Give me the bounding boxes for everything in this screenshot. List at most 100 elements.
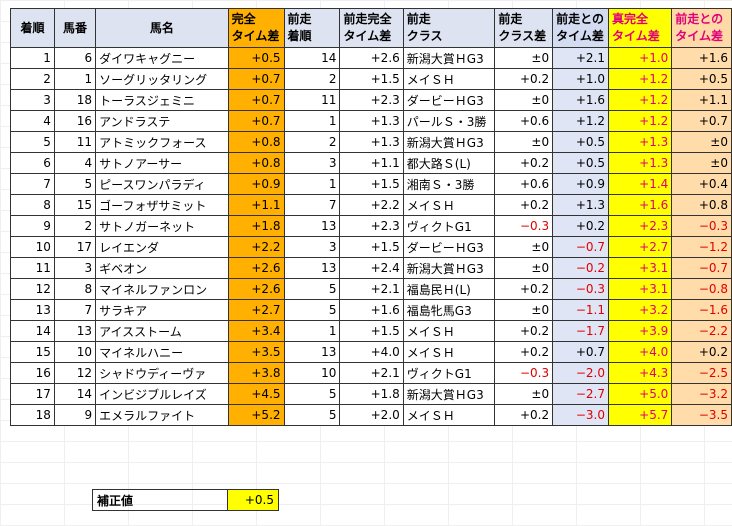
cell-time-diff[interactable]: +2.6 <box>227 257 285 279</box>
cell-true-time-diff[interactable]: +1.0 <box>607 47 673 69</box>
cell-prev-class-diff[interactable]: −0.3 <box>494 362 554 384</box>
cell-prev-time-diff[interactable]: +1.6 <box>339 299 404 321</box>
cell-horse-number[interactable]: 14 <box>53 383 97 405</box>
cell-horse-number[interactable]: 1 <box>53 68 97 90</box>
header-prev-finish[interactable]: 前走 着順 <box>283 8 341 48</box>
header-prev-time-diff[interactable]: 前走完全 タイム差 <box>339 8 404 48</box>
cell-time-diff[interactable]: +0.7 <box>227 89 285 111</box>
cell-true-time-diff[interactable]: +4.3 <box>607 362 673 384</box>
cell-horse-number[interactable]: 3 <box>53 257 97 279</box>
cell-diff-from-prev-2[interactable]: +0.2 <box>671 341 732 363</box>
cell-finish[interactable]: 16 <box>10 362 55 384</box>
cell-prev-class[interactable]: ヴィクトG1 <box>402 362 496 384</box>
cell-horse-name[interactable]: レイエンダ <box>95 236 229 258</box>
cell-diff-from-prev-2[interactable]: −3.2 <box>671 383 732 405</box>
cell-finish[interactable]: 8 <box>10 194 55 216</box>
header-horse-name[interactable]: 馬名 <box>95 8 229 48</box>
cell-diff-from-prev-2[interactable]: ±0 <box>671 152 732 174</box>
cell-finish[interactable]: 17 <box>10 383 55 405</box>
cell-prev-class-diff[interactable]: ±0 <box>494 236 554 258</box>
cell-diff-from-prev[interactable]: −1.7 <box>552 320 609 342</box>
cell-prev-class-diff[interactable]: +0.2 <box>494 68 554 90</box>
header-diff-from-prev-2[interactable]: 前走との タイム差 <box>671 8 732 48</box>
header-horse-number[interactable]: 馬番 <box>53 8 97 48</box>
cell-prev-finish[interactable]: 3 <box>283 236 341 258</box>
cell-time-diff[interactable]: +0.8 <box>227 152 285 174</box>
cell-horse-name[interactable]: ソーグリッタリング <box>95 68 229 90</box>
cell-prev-finish[interactable]: 2 <box>283 131 341 153</box>
cell-prev-class-diff[interactable]: ±0 <box>494 131 554 153</box>
cell-prev-class[interactable]: 福島民Ｈ(L) <box>402 278 496 300</box>
cell-horse-name[interactable]: ゴーフォザサミット <box>95 194 229 216</box>
cell-horse-number[interactable]: 17 <box>53 236 97 258</box>
cell-horse-number[interactable]: 18 <box>53 89 97 111</box>
cell-horse-name[interactable]: ギベオン <box>95 257 229 279</box>
cell-horse-number[interactable]: 9 <box>53 404 97 426</box>
cell-prev-finish[interactable]: 7 <box>283 194 341 216</box>
cell-true-time-diff[interactable]: +3.1 <box>607 278 673 300</box>
cell-diff-from-prev[interactable]: +1.3 <box>552 194 609 216</box>
cell-horse-name[interactable]: エメラルファイト <box>95 404 229 426</box>
cell-diff-from-prev-2[interactable]: +0.4 <box>671 173 732 195</box>
cell-horse-name[interactable]: トーラスジェミニ <box>95 89 229 111</box>
cell-horse-number[interactable]: 2 <box>53 215 97 237</box>
cell-diff-from-prev[interactable]: +1.2 <box>552 110 609 132</box>
cell-prev-class-diff[interactable]: ±0 <box>494 383 554 405</box>
cell-true-time-diff[interactable]: +1.4 <box>607 173 673 195</box>
cell-prev-class[interactable]: ダービーＨG3 <box>402 236 496 258</box>
cell-finish[interactable]: 6 <box>10 152 55 174</box>
cell-true-time-diff[interactable]: +1.2 <box>607 68 673 90</box>
cell-finish[interactable]: 15 <box>10 341 55 363</box>
cell-prev-class[interactable]: 新潟大賞ＨG3 <box>402 257 496 279</box>
cell-time-diff[interactable]: +2.7 <box>227 299 285 321</box>
cell-prev-finish[interactable]: 10 <box>283 362 341 384</box>
cell-prev-time-diff[interactable]: +2.1 <box>339 278 404 300</box>
cell-horse-name[interactable]: ピースワンパラディ <box>95 173 229 195</box>
cell-diff-from-prev-2[interactable]: −3.5 <box>671 404 732 426</box>
cell-prev-finish[interactable]: 14 <box>283 47 341 69</box>
cell-time-diff[interactable]: +0.8 <box>227 131 285 153</box>
cell-prev-time-diff[interactable]: +1.3 <box>339 131 404 153</box>
cell-horse-number[interactable]: 6 <box>53 47 97 69</box>
cell-horse-name[interactable]: インビジブルレイズ <box>95 383 229 405</box>
cell-horse-name[interactable]: シャドウディーヴァ <box>95 362 229 384</box>
cell-prev-class[interactable]: メイＳＨ <box>402 68 496 90</box>
cell-finish[interactable]: 14 <box>10 320 55 342</box>
cell-horse-number[interactable]: 10 <box>53 341 97 363</box>
cell-prev-time-diff[interactable]: +1.5 <box>339 320 404 342</box>
cell-time-diff[interactable]: +0.9 <box>227 173 285 195</box>
cell-prev-finish[interactable]: 5 <box>283 404 341 426</box>
cell-diff-from-prev-2[interactable]: ±0 <box>671 131 732 153</box>
cell-prev-class-diff[interactable]: +0.2 <box>494 320 554 342</box>
header-diff-from-prev[interactable]: 前走との タイム差 <box>552 8 609 48</box>
cell-horse-number[interactable]: 11 <box>53 131 97 153</box>
cell-prev-finish[interactable]: 13 <box>283 215 341 237</box>
cell-prev-class[interactable]: 福島牝馬G3 <box>402 299 496 321</box>
cell-prev-class-diff[interactable]: +0.2 <box>494 404 554 426</box>
cell-time-diff[interactable]: +5.2 <box>227 404 285 426</box>
cell-time-diff[interactable]: +2.6 <box>227 278 285 300</box>
cell-diff-from-prev[interactable]: −3.0 <box>552 404 609 426</box>
cell-prev-class[interactable]: 湘南Ｓ・3勝 <box>402 173 496 195</box>
cell-diff-from-prev[interactable]: −0.7 <box>552 236 609 258</box>
cell-horse-number[interactable]: 7 <box>53 299 97 321</box>
cell-finish[interactable]: 13 <box>10 299 55 321</box>
cell-diff-from-prev-2[interactable]: +1.6 <box>671 47 732 69</box>
cell-prev-finish[interactable]: 5 <box>283 383 341 405</box>
cell-true-time-diff[interactable]: +5.7 <box>607 404 673 426</box>
cell-prev-finish[interactable]: 13 <box>283 257 341 279</box>
cell-horse-number[interactable]: 16 <box>53 110 97 132</box>
cell-time-diff[interactable]: +3.8 <box>227 362 285 384</box>
cell-prev-time-diff[interactable]: +2.2 <box>339 194 404 216</box>
cell-horse-number[interactable]: 12 <box>53 362 97 384</box>
cell-prev-class[interactable]: 都大路Ｓ(L) <box>402 152 496 174</box>
cell-true-time-diff[interactable]: +1.2 <box>607 110 673 132</box>
cell-prev-finish[interactable]: 1 <box>283 110 341 132</box>
header-finish[interactable]: 着順 <box>10 8 55 48</box>
cell-true-time-diff[interactable]: +1.3 <box>607 131 673 153</box>
cell-horse-number[interactable]: 13 <box>53 320 97 342</box>
cell-true-time-diff[interactable]: +2.7 <box>607 236 673 258</box>
header-true-time-diff[interactable]: 真完全 タイム差 <box>607 8 673 48</box>
cell-finish[interactable]: 11 <box>10 257 55 279</box>
cell-prev-class[interactable]: ダービーＨG3 <box>402 89 496 111</box>
